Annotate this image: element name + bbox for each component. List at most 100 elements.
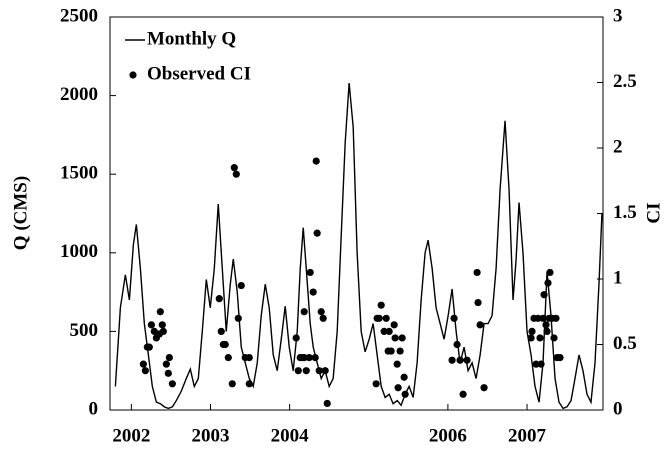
ci-point [245, 354, 253, 362]
ci-point [463, 356, 471, 364]
ci-point [394, 384, 402, 392]
ci-point [400, 373, 408, 381]
ci-point [168, 380, 176, 388]
ci-point [311, 354, 319, 362]
ci-point [162, 360, 170, 368]
ci-point [390, 321, 398, 329]
ci-point [315, 367, 323, 375]
ci-point [380, 327, 388, 335]
ci-point [534, 314, 542, 322]
ci-point [450, 314, 458, 322]
ci-point [245, 380, 253, 388]
ci-point [480, 384, 488, 392]
ci-point [546, 268, 554, 277]
ci-point [459, 390, 467, 398]
ci-point [234, 314, 242, 322]
ci-point [300, 308, 308, 316]
ci-point [156, 308, 164, 316]
ci-point [537, 360, 545, 368]
x-tick-label: 2004 [271, 425, 310, 446]
y2-tick-label: 3 [613, 5, 623, 26]
y2-tick-label: 2.5 [613, 71, 637, 92]
ci-point [474, 298, 482, 307]
ci-point [536, 334, 544, 342]
ci-point [382, 314, 390, 322]
ci-point [224, 354, 232, 362]
ci-point [237, 281, 245, 290]
ci-point [302, 367, 310, 375]
ci-point [309, 288, 317, 296]
y-tick-label: 1500 [60, 163, 98, 184]
ci-point [319, 314, 327, 322]
ci-point [448, 356, 456, 364]
ci-point [542, 321, 550, 329]
y2-tick-label: 0.5 [613, 333, 637, 354]
ci-point [387, 347, 395, 355]
ci-point [305, 354, 313, 362]
ci-point [294, 367, 302, 375]
y2-tick-label: 1.5 [613, 202, 637, 223]
ci-point [540, 291, 548, 299]
y-tick-label: 1000 [60, 241, 98, 262]
ci-point [377, 301, 385, 309]
ci-point [375, 314, 383, 322]
ci-point [543, 327, 551, 335]
ci-point [396, 347, 404, 355]
y-tick-label: 500 [70, 320, 99, 341]
x-tick-label: 2003 [191, 425, 229, 446]
legend-label: Monthly Q [147, 28, 236, 49]
ci-point [306, 268, 314, 277]
ci-point [528, 327, 536, 335]
ci-point [145, 343, 153, 351]
ci-point [317, 308, 325, 316]
ci-point [527, 334, 535, 342]
ci-point [391, 334, 399, 342]
legend-label: Observed CI [147, 63, 251, 84]
ci-point [313, 229, 321, 237]
ci-point [165, 354, 173, 362]
ci-point [228, 380, 236, 388]
x-tick-label: 2002 [112, 425, 150, 446]
ci-point [532, 360, 540, 368]
y-tick-label: 0 [89, 398, 99, 419]
ci-point [393, 360, 401, 368]
ci-point [312, 157, 320, 165]
x-tick-label: 2006 [429, 425, 467, 446]
ci-point [476, 321, 484, 329]
ci-point [544, 279, 552, 287]
ci-point [292, 334, 300, 342]
ci-point [552, 314, 560, 322]
ci-point [158, 321, 166, 329]
ci-point [147, 321, 155, 329]
ci-point [164, 369, 172, 377]
ci-point [215, 295, 223, 303]
ci-point [453, 340, 461, 349]
legend-dot [129, 71, 137, 79]
ci-point [139, 360, 147, 368]
ci-point [550, 334, 558, 342]
x-tick-label: 2007 [508, 425, 547, 446]
ci-point [539, 314, 547, 322]
ci-point [230, 164, 238, 172]
ci-point [323, 399, 331, 408]
q-line [114, 82, 603, 410]
y2-tick-label: 2 [613, 136, 623, 157]
ci-point [556, 354, 564, 362]
ci-point [473, 268, 481, 277]
y-tick-label: 2000 [60, 84, 98, 105]
ci-point [141, 367, 149, 375]
ci-point [217, 327, 225, 335]
ci-point [372, 380, 380, 388]
ci-point [398, 334, 406, 342]
ci-point [321, 367, 329, 375]
y-axis-label: Q (CMS) [10, 176, 31, 250]
y2-tick-label: 1 [613, 267, 623, 288]
y-tick-label: 2500 [60, 5, 98, 26]
y2-axis-label: CI [643, 202, 664, 223]
ci-point [159, 327, 167, 335]
ci-point [300, 354, 308, 362]
y2-tick-label: 0 [613, 398, 623, 419]
ci-point [385, 327, 393, 335]
ci-point [232, 170, 240, 178]
